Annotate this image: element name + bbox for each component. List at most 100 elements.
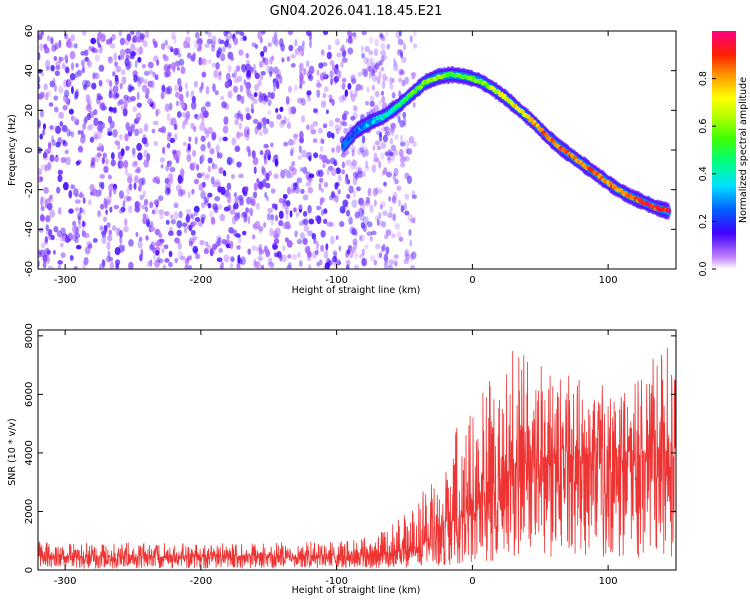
spectrogram-noise-cell bbox=[151, 209, 156, 215]
spectrogram-noise-cell bbox=[380, 90, 385, 96]
spectrogram-noise-cell bbox=[365, 196, 371, 204]
spectrogram-noise-cell bbox=[123, 159, 129, 169]
spectrogram-noise-cell bbox=[365, 100, 370, 106]
spectrogram-noise-cell bbox=[50, 37, 54, 45]
spectrogram-noise-cell bbox=[91, 47, 97, 53]
spectrogram-noise-cell bbox=[83, 232, 90, 239]
spectrogram-noise-cell bbox=[322, 71, 327, 78]
spectrogram-noise-cell bbox=[65, 156, 71, 166]
spectrogram-noise-cell bbox=[146, 153, 151, 162]
spectrogram-noise-cell bbox=[56, 186, 61, 194]
spectrogram-noise-cell bbox=[135, 231, 139, 237]
snr-x-tick-label: -100 bbox=[325, 576, 348, 587]
spectrogram-noise-cell bbox=[125, 186, 131, 195]
spectrogram-noise-cell bbox=[53, 124, 57, 133]
spectrogram-noise-cell bbox=[356, 186, 361, 192]
spectrogram-noise-cell bbox=[98, 64, 105, 72]
spectrogram-noise-cell bbox=[371, 74, 378, 82]
spectrogram-noise-cell bbox=[392, 213, 396, 222]
spectrogram-noise-cell bbox=[412, 216, 416, 224]
spectrogram-noise-cell bbox=[386, 171, 393, 178]
spectrogram-noise-cell bbox=[233, 85, 238, 93]
spectrogram-noise-cell bbox=[245, 107, 250, 113]
spectrogram-noise-cell bbox=[74, 207, 80, 212]
spectrogram-noise-cell bbox=[294, 230, 298, 238]
spectrogram-noise-cell bbox=[382, 134, 389, 143]
spectrogram-noise-cell bbox=[331, 132, 335, 139]
spectrogram-noise-cell bbox=[121, 76, 127, 85]
spectrogram-noise-cell bbox=[249, 209, 253, 217]
spectrogram-noise-cell bbox=[108, 183, 114, 192]
spectrogram-ridge-core bbox=[529, 117, 534, 122]
spectrogram-noise-cell bbox=[158, 209, 165, 215]
spectrogram-noise-cell bbox=[319, 259, 323, 266]
spectrogram-noise-cell bbox=[169, 166, 176, 173]
spectrogram-noise-cell bbox=[164, 177, 170, 185]
spectrogram-noise-cell bbox=[46, 255, 50, 264]
spectrogram-noise-cell bbox=[192, 52, 196, 60]
spectrogram-noise-cell bbox=[185, 215, 191, 223]
spectrogram-noise-cell bbox=[259, 131, 263, 137]
spectrogram-noise-cell bbox=[323, 250, 329, 259]
spectrogram-noise-cell bbox=[320, 230, 326, 238]
spectrogram-noise-cell bbox=[322, 218, 328, 224]
spectrogram-noise-cell bbox=[200, 144, 206, 152]
spectrogram-noise-cell bbox=[238, 49, 244, 56]
spectrogram-noise-cell bbox=[139, 254, 143, 262]
spectrogram-noise-cell bbox=[71, 225, 78, 234]
spectrogram-noise-cell bbox=[81, 31, 87, 36]
spectrogram-noise-cell bbox=[299, 130, 304, 140]
spectrogram-noise-cell bbox=[73, 266, 78, 269]
spectrogram-noise-cell bbox=[361, 200, 366, 207]
spectrogram-noise-cell bbox=[65, 66, 70, 74]
spectrogram-noise-cell bbox=[393, 57, 396, 66]
spectrogram-noise-cell bbox=[308, 264, 312, 269]
spectrogram-noise-cell bbox=[234, 118, 239, 126]
spectrogram-noise-cell bbox=[154, 74, 159, 81]
spectrogram-noise-cell bbox=[130, 31, 135, 35]
spectrogram-noise-cell bbox=[115, 65, 122, 73]
spectrogram-noise-cell bbox=[57, 174, 63, 183]
spectrogram-noise-cell bbox=[175, 184, 182, 192]
spectrogram-noise-cell bbox=[99, 263, 104, 269]
spectrogram-noise-cell bbox=[234, 212, 239, 222]
spectrogram-noise-cell bbox=[373, 152, 378, 159]
spectrogram-noise-cell bbox=[207, 141, 211, 149]
spectrogram-noise-cell bbox=[77, 145, 84, 153]
spectrogram-noise-cell bbox=[262, 127, 269, 135]
spectrogram-noise-cell bbox=[381, 80, 386, 90]
spectrogram-noise-cell bbox=[279, 106, 284, 113]
spectrogram-noise-cell bbox=[48, 102, 54, 107]
spectrogram-noise-cell bbox=[143, 78, 148, 85]
spectrogram-noise-cell bbox=[40, 242, 46, 249]
spectrogram-noise-cell bbox=[141, 137, 148, 145]
spectrogram-noise-cell bbox=[345, 259, 351, 266]
spectrogram-noise-cell bbox=[274, 203, 278, 211]
spectrogram-noise-cell bbox=[109, 261, 114, 269]
spectrogram-noise-cell bbox=[223, 206, 230, 212]
spectrogram-noise-cell bbox=[132, 106, 137, 113]
spectrogram-noise-cell bbox=[320, 49, 325, 56]
spectrogram-noise-cell bbox=[341, 57, 348, 63]
spectrogram-ridge-layer bbox=[340, 65, 672, 220]
spectrogram-noise-cell bbox=[240, 213, 245, 218]
spectrogram-noise-cell bbox=[38, 83, 41, 90]
spectrogram-noise-cell bbox=[347, 31, 351, 36]
spectrogram-noise-cell bbox=[66, 37, 72, 46]
spectrogram-noise-cell bbox=[355, 83, 362, 91]
spectrogram-noise-cell bbox=[205, 198, 209, 207]
spectrogram-noise-cell bbox=[166, 113, 171, 121]
spectrogram-noise-cell bbox=[97, 124, 103, 131]
spectrogram-noise-cell bbox=[221, 46, 226, 53]
spectrogram-noise-cell bbox=[294, 48, 301, 56]
spectrogram-noise-cell bbox=[210, 216, 216, 225]
spectrogram-noise-cell bbox=[90, 46, 95, 52]
spectrogram-noise-cell bbox=[190, 230, 196, 236]
spectrogram-noise-cell bbox=[193, 205, 200, 213]
spectrogram-noise-cell bbox=[246, 89, 252, 97]
spectrogram-noise-cell bbox=[305, 60, 310, 68]
spectrogram-noise-cell bbox=[250, 196, 254, 206]
spectrogram-noise-cell bbox=[364, 244, 369, 250]
spectrogram-noise-cell bbox=[398, 31, 402, 37]
spectrogram-noise-cell bbox=[393, 167, 399, 177]
